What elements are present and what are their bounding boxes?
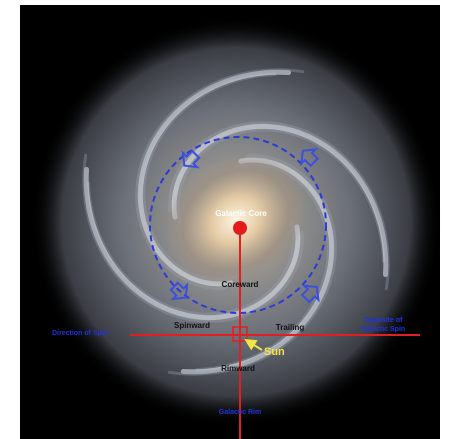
bottom-label: Galactic Rim bbox=[219, 409, 261, 416]
spiral-arm bbox=[82, 153, 304, 323]
trailing-label: Trailing bbox=[276, 323, 305, 332]
right-label: Opposite of bbox=[364, 317, 404, 324]
core-label: Galactic Core bbox=[215, 209, 267, 218]
sun-arrow bbox=[244, 338, 263, 351]
orbit-circle bbox=[149, 136, 327, 314]
spiral-arm bbox=[83, 166, 301, 321]
spin-arrows bbox=[169, 148, 320, 304]
spiral-arm bbox=[176, 128, 385, 263]
galactic-bulge bbox=[165, 153, 307, 287]
spinward-label: Spinward bbox=[174, 321, 210, 330]
spiral-arm bbox=[168, 121, 390, 291]
sun-label: Sun bbox=[264, 346, 285, 358]
rimward-label: Rimward bbox=[221, 364, 255, 373]
spiral-arm bbox=[171, 123, 389, 278]
spiral-arm bbox=[135, 68, 305, 290]
coreward-label: Coreward bbox=[222, 280, 259, 289]
right-label: Galactic Spin bbox=[361, 326, 405, 333]
left-label: Direction of Spin bbox=[52, 330, 108, 337]
spiral-arm bbox=[167, 154, 337, 376]
core-dot bbox=[233, 221, 247, 235]
sun-marker bbox=[232, 326, 248, 342]
